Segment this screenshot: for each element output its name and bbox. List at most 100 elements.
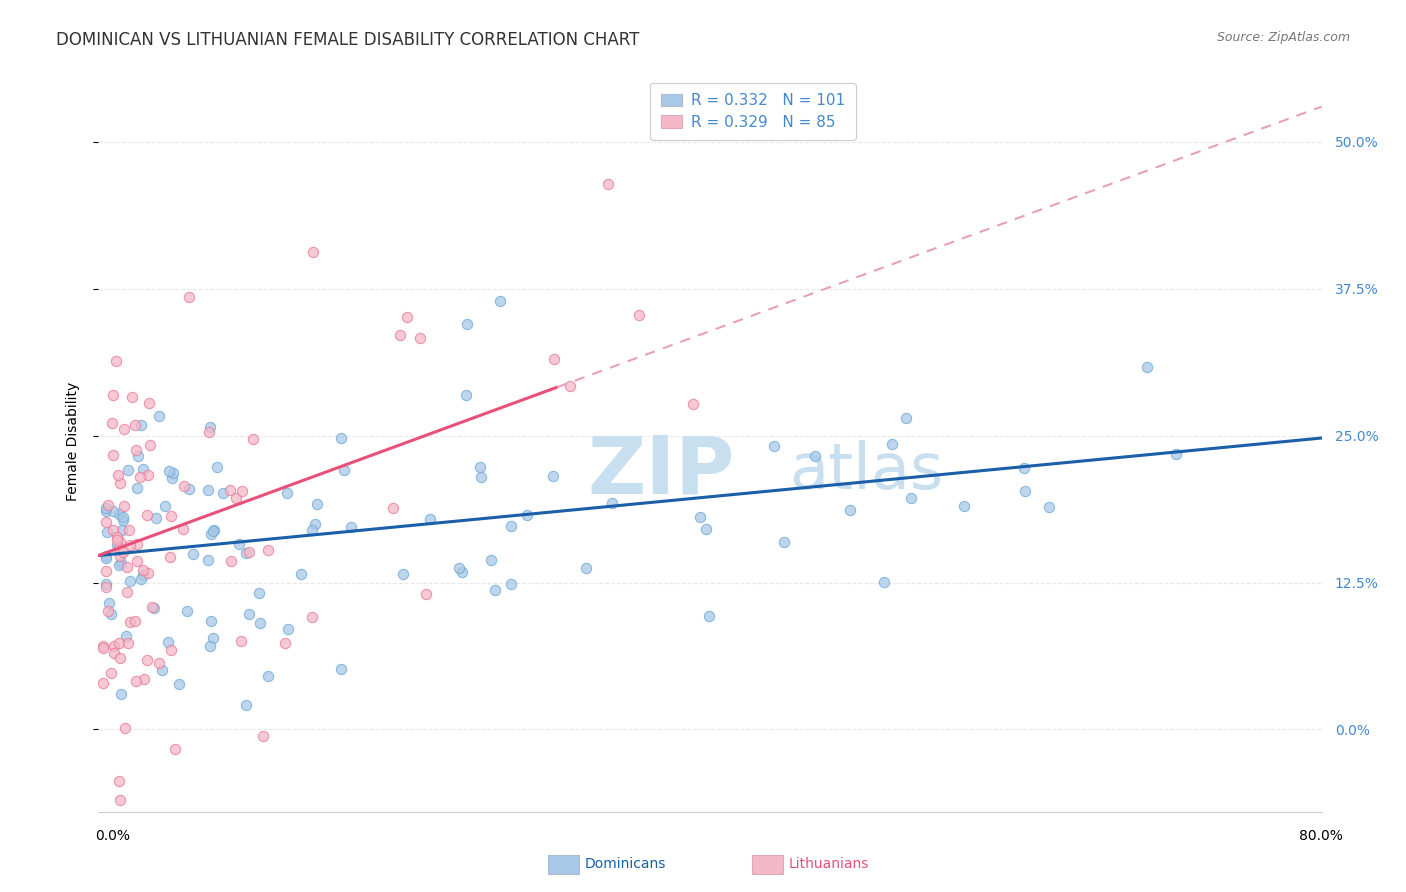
Point	[117, 463, 139, 477]
Point	[110, 687, 132, 701]
Point	[112, 513, 135, 527]
Point	[114, 500, 136, 514]
Point	[200, 527, 222, 541]
Point	[162, 467, 184, 481]
Point	[114, 629, 136, 643]
Point	[290, 567, 312, 582]
Point	[169, 677, 191, 691]
Point	[249, 586, 271, 600]
Point	[150, 663, 173, 677]
Point	[117, 585, 139, 599]
Point	[470, 459, 492, 474]
Point	[125, 554, 148, 568]
Point	[803, 449, 825, 463]
Point	[330, 662, 353, 676]
Point	[276, 485, 298, 500]
Point	[419, 512, 441, 526]
Point	[880, 437, 903, 451]
Point	[600, 495, 623, 509]
Point	[111, 509, 134, 524]
Point	[301, 523, 323, 537]
Point	[94, 577, 117, 591]
Point	[695, 522, 717, 536]
Y-axis label: Female Disability: Female Disability	[66, 382, 80, 501]
Legend: R = 0.332   N = 101, R = 0.329   N = 85: R = 0.332 N = 101, R = 0.329 N = 85	[650, 83, 856, 140]
Point	[103, 504, 125, 518]
Point	[98, 596, 121, 610]
Point	[120, 615, 142, 629]
Point	[689, 509, 711, 524]
Point	[415, 586, 437, 600]
Point	[129, 572, 152, 586]
Point	[772, 534, 794, 549]
Point	[479, 553, 502, 567]
Point	[392, 566, 415, 581]
Point	[201, 632, 224, 646]
Point	[97, 498, 120, 512]
Point	[202, 523, 225, 537]
Point	[231, 634, 253, 648]
Point	[159, 643, 181, 657]
Point	[125, 673, 148, 688]
Point	[381, 500, 404, 515]
Point	[132, 672, 155, 686]
Point	[302, 244, 325, 259]
Point	[697, 609, 720, 624]
Point	[488, 294, 510, 309]
Point	[228, 537, 250, 551]
Point	[160, 471, 183, 485]
Point	[103, 646, 125, 660]
Point	[112, 422, 135, 436]
Point	[516, 508, 538, 523]
Point	[100, 607, 122, 621]
Point	[575, 561, 598, 575]
Point	[409, 331, 432, 345]
Point	[125, 537, 148, 551]
Point	[104, 354, 127, 368]
Point	[301, 609, 323, 624]
Point	[112, 545, 135, 559]
Point	[454, 388, 477, 402]
Point	[105, 538, 128, 552]
Point	[1012, 461, 1035, 475]
Point	[107, 530, 129, 544]
Point	[205, 459, 228, 474]
Point	[155, 500, 177, 514]
Point	[333, 463, 356, 477]
Point	[197, 425, 219, 439]
Point	[136, 653, 159, 667]
Text: Source: ZipAtlas.com: Source: ZipAtlas.com	[1216, 31, 1350, 45]
Point	[100, 416, 122, 430]
Point	[257, 669, 280, 683]
Point	[235, 698, 257, 712]
Point	[114, 721, 136, 735]
Point	[197, 553, 219, 567]
Point	[176, 604, 198, 618]
Point	[94, 501, 117, 516]
Point	[257, 543, 280, 558]
Point	[762, 439, 785, 453]
Point	[873, 574, 896, 589]
Point	[129, 470, 152, 484]
Point	[894, 410, 917, 425]
Point	[132, 568, 155, 582]
Point	[159, 550, 181, 565]
Point	[558, 379, 581, 393]
Point	[148, 409, 170, 424]
Point	[148, 657, 170, 671]
Point	[200, 614, 222, 628]
Point	[160, 508, 183, 523]
Point	[108, 541, 131, 556]
Point	[101, 387, 124, 401]
Point	[1135, 359, 1157, 374]
Text: Dominicans: Dominicans	[585, 857, 666, 871]
Point	[108, 635, 131, 649]
Point	[91, 641, 114, 656]
Point	[451, 566, 474, 580]
Point	[198, 420, 221, 434]
Point	[1164, 447, 1187, 461]
Point	[157, 464, 180, 478]
Point	[145, 511, 167, 525]
Point	[1038, 500, 1060, 515]
Point	[141, 599, 163, 614]
